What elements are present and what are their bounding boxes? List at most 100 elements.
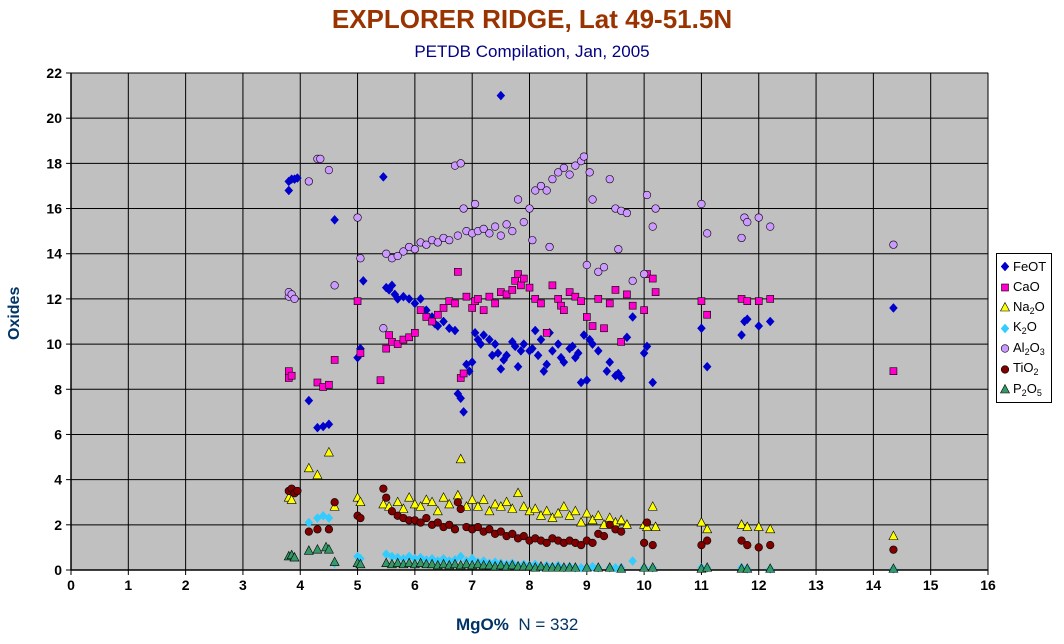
legend-label: K2O <box>1013 319 1037 337</box>
data-point <box>517 281 525 290</box>
data-point <box>530 503 541 513</box>
data-point <box>593 510 604 520</box>
data-point <box>743 541 752 550</box>
data-point <box>496 231 505 240</box>
data-point <box>472 501 483 511</box>
data-point <box>640 538 649 547</box>
data-point <box>621 519 632 529</box>
data-point <box>576 516 587 527</box>
data-point <box>525 204 534 213</box>
data-point <box>416 294 425 304</box>
data-point <box>507 503 518 513</box>
data-point <box>474 295 482 303</box>
data-point <box>467 357 477 368</box>
data-point <box>593 562 604 572</box>
data-point <box>743 218 752 227</box>
data-point <box>581 507 592 518</box>
data-point <box>329 556 340 566</box>
data-point <box>648 541 657 550</box>
data-point <box>433 310 442 319</box>
data-point <box>536 334 546 345</box>
legend-marker-shape <box>1000 384 1010 394</box>
data-point <box>737 536 746 545</box>
data-point <box>451 299 459 308</box>
data-point <box>312 544 323 554</box>
data-point <box>754 321 764 331</box>
x-tick-label: 10 <box>636 577 652 593</box>
legend-label: Al2O3 <box>1013 339 1045 357</box>
legend-label: CaO <box>1013 279 1040 295</box>
data-point <box>554 295 562 303</box>
data-point <box>553 507 564 518</box>
data-point <box>582 260 591 270</box>
data-point <box>410 298 420 309</box>
legend-marker <box>1001 283 1009 292</box>
data-point <box>742 521 753 531</box>
data-point <box>736 519 747 529</box>
data-point <box>439 304 448 312</box>
data-point <box>478 494 489 504</box>
data-point <box>404 557 415 568</box>
data-point <box>421 494 432 504</box>
data-point <box>286 494 297 504</box>
legend-label: Na2O <box>1013 298 1045 316</box>
data-point <box>323 544 334 554</box>
data-point <box>545 242 554 252</box>
data-point <box>628 301 637 310</box>
x-tick-label: 0 <box>67 577 75 593</box>
data-point <box>355 558 366 569</box>
data-point <box>422 240 431 249</box>
data-point <box>461 558 472 569</box>
data-point <box>888 530 899 540</box>
data-point <box>459 369 468 378</box>
legend-item-k2o: K2O <box>999 318 1051 339</box>
sample-count: N = 332 <box>518 615 579 634</box>
data-point <box>602 366 612 377</box>
data-point <box>496 364 506 374</box>
y-tick-label: 0 <box>54 562 62 578</box>
y-tick-label: 8 <box>54 381 62 397</box>
data-point <box>324 525 334 534</box>
x-axis-label-group: MgO% N = 332 <box>456 615 578 635</box>
data-point <box>416 518 425 527</box>
legend-label: P2O5 <box>1013 380 1042 398</box>
data-point <box>450 525 460 534</box>
data-point <box>650 521 661 531</box>
data-point <box>524 560 535 571</box>
data-point <box>353 213 362 222</box>
data-point <box>382 344 391 353</box>
data-point <box>439 316 448 327</box>
series-tio2 <box>284 484 898 554</box>
data-point <box>502 350 511 361</box>
data-point <box>508 529 517 538</box>
data-point <box>502 290 511 299</box>
data-point <box>542 359 552 370</box>
data-point <box>303 462 314 473</box>
data-point <box>381 557 392 568</box>
data-point <box>304 517 314 528</box>
data-point <box>462 292 471 301</box>
data-point <box>468 304 476 312</box>
y-tick-label: 18 <box>46 155 62 171</box>
data-point <box>531 186 540 195</box>
legend-marker <box>1000 302 1010 312</box>
legend-marker <box>1000 261 1010 272</box>
legend-marker-shape <box>1000 261 1010 272</box>
data-point <box>290 294 299 304</box>
series-al2o3 <box>284 152 898 333</box>
data-point <box>548 281 557 290</box>
data-point <box>640 306 648 315</box>
x-tick-labels: 0 1 2 3 4 5 6 7 8 9 10 11 12 13 14 15 16 <box>67 577 996 593</box>
data-point <box>470 199 480 209</box>
data-point <box>535 560 546 571</box>
y-tick-label: 2 <box>54 517 62 533</box>
data-point <box>304 177 313 186</box>
data-point <box>393 340 402 348</box>
data-point <box>622 208 632 218</box>
data-point <box>571 161 580 170</box>
data-point <box>703 310 711 319</box>
data-point <box>405 333 413 342</box>
data-point <box>409 498 420 509</box>
data-points <box>283 90 899 574</box>
